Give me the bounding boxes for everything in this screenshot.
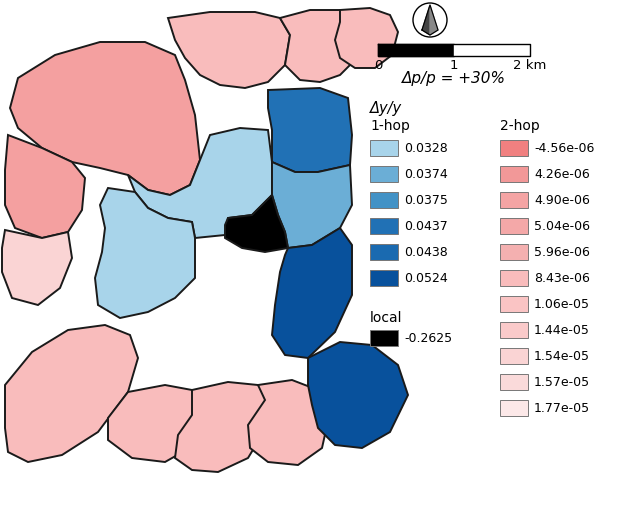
Polygon shape	[335, 8, 398, 68]
Text: 0.0374: 0.0374	[404, 167, 448, 181]
FancyBboxPatch shape	[500, 348, 528, 364]
FancyBboxPatch shape	[500, 218, 528, 234]
Polygon shape	[248, 380, 330, 465]
Text: 4.90e-06: 4.90e-06	[534, 193, 590, 207]
Polygon shape	[108, 385, 205, 462]
Text: 1: 1	[450, 59, 458, 72]
Text: 0.0524: 0.0524	[404, 271, 448, 285]
Text: 8.43e-06: 8.43e-06	[534, 271, 590, 285]
Text: 5.96e-06: 5.96e-06	[534, 245, 590, 259]
Text: 0.0375: 0.0375	[404, 193, 448, 207]
FancyBboxPatch shape	[500, 296, 528, 312]
Text: 1.06e-05: 1.06e-05	[534, 297, 590, 310]
Text: 5.04e-06: 5.04e-06	[534, 219, 590, 233]
Text: -0.2625: -0.2625	[404, 331, 452, 345]
FancyBboxPatch shape	[370, 166, 398, 182]
Polygon shape	[378, 44, 454, 56]
Polygon shape	[268, 88, 352, 172]
Polygon shape	[430, 5, 438, 35]
FancyBboxPatch shape	[370, 244, 398, 260]
Text: 0.0437: 0.0437	[404, 219, 448, 233]
FancyBboxPatch shape	[370, 140, 398, 156]
Text: 0.0328: 0.0328	[404, 142, 448, 155]
Polygon shape	[168, 12, 290, 88]
FancyBboxPatch shape	[500, 322, 528, 338]
FancyBboxPatch shape	[500, 400, 528, 416]
Polygon shape	[280, 10, 360, 82]
Polygon shape	[5, 135, 85, 238]
Text: 4.26e-06: 4.26e-06	[534, 167, 589, 181]
Polygon shape	[308, 342, 408, 448]
FancyBboxPatch shape	[500, 192, 528, 208]
FancyBboxPatch shape	[370, 330, 398, 346]
Text: Δp/p = +30%: Δp/p = +30%	[402, 71, 506, 86]
FancyBboxPatch shape	[370, 192, 398, 208]
FancyBboxPatch shape	[500, 374, 528, 390]
Text: 1.44e-05: 1.44e-05	[534, 324, 590, 336]
FancyBboxPatch shape	[500, 166, 528, 182]
Text: 1.77e-05: 1.77e-05	[534, 402, 590, 414]
Polygon shape	[225, 195, 288, 252]
Polygon shape	[272, 228, 352, 358]
Text: 1-hop: 1-hop	[370, 119, 410, 133]
Text: 1.54e-05: 1.54e-05	[534, 350, 590, 362]
FancyBboxPatch shape	[370, 270, 398, 286]
FancyBboxPatch shape	[500, 270, 528, 286]
Polygon shape	[175, 382, 272, 472]
FancyBboxPatch shape	[500, 140, 528, 156]
Text: -4.56e-06: -4.56e-06	[534, 142, 595, 155]
Text: Δy/y: Δy/y	[370, 100, 402, 116]
Polygon shape	[95, 188, 195, 318]
FancyBboxPatch shape	[500, 244, 528, 260]
Polygon shape	[5, 325, 138, 462]
Polygon shape	[272, 162, 352, 248]
Polygon shape	[454, 44, 530, 56]
Text: 2 km: 2 km	[513, 59, 547, 72]
Text: 0.0438: 0.0438	[404, 245, 448, 259]
Polygon shape	[2, 230, 72, 305]
FancyBboxPatch shape	[370, 218, 398, 234]
Polygon shape	[422, 5, 430, 35]
Text: 0: 0	[374, 59, 382, 72]
Text: 1.57e-05: 1.57e-05	[534, 376, 590, 388]
Polygon shape	[10, 42, 200, 195]
Polygon shape	[128, 128, 272, 238]
Text: local: local	[370, 311, 403, 325]
Text: 2-hop: 2-hop	[500, 119, 540, 133]
